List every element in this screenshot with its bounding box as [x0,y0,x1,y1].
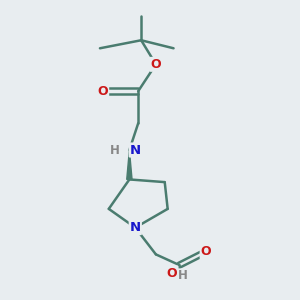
Text: O: O [98,85,108,98]
Text: O: O [201,245,211,258]
Text: O: O [151,58,161,71]
Polygon shape [127,150,132,179]
Text: H: H [178,269,187,282]
Text: O: O [167,267,177,280]
Text: N: N [130,221,141,234]
Text: N: N [130,143,141,157]
Text: H: H [110,143,120,157]
